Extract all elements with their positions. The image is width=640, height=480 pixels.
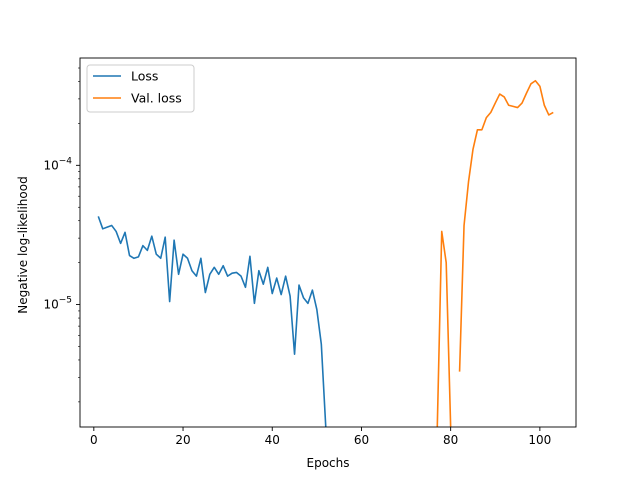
legend: Loss Val. loss [86, 64, 195, 113]
series-line-val-loss-0 [436, 230, 452, 427]
legend-label: Val. loss [131, 91, 182, 106]
y-tick-label: 10−4 [43, 156, 72, 172]
y-axis-ticks: 10−5 10−4 [43, 67, 80, 403]
axes-frame [79, 57, 577, 428]
x-tick-label: 0 [90, 433, 98, 447]
plot-area [79, 57, 577, 428]
x-axis-ticks: 0 20 40 60 80 100 [90, 427, 551, 447]
x-axis-label: Epochs [307, 456, 350, 470]
y-axis-label: Negative log-likelihood [16, 176, 30, 313]
x-tick-label: 40 [265, 433, 280, 447]
x-tick-label: 100 [528, 433, 551, 447]
x-tick-label: 20 [175, 433, 190, 447]
x-tick-label: 80 [443, 433, 458, 447]
legend-label: Loss [131, 69, 158, 84]
x-tick-label: 60 [354, 433, 369, 447]
y-tick-label: 10−5 [43, 296, 72, 312]
series-line-loss-0 [97, 216, 327, 427]
series-line-val-loss-1 [458, 79, 554, 372]
